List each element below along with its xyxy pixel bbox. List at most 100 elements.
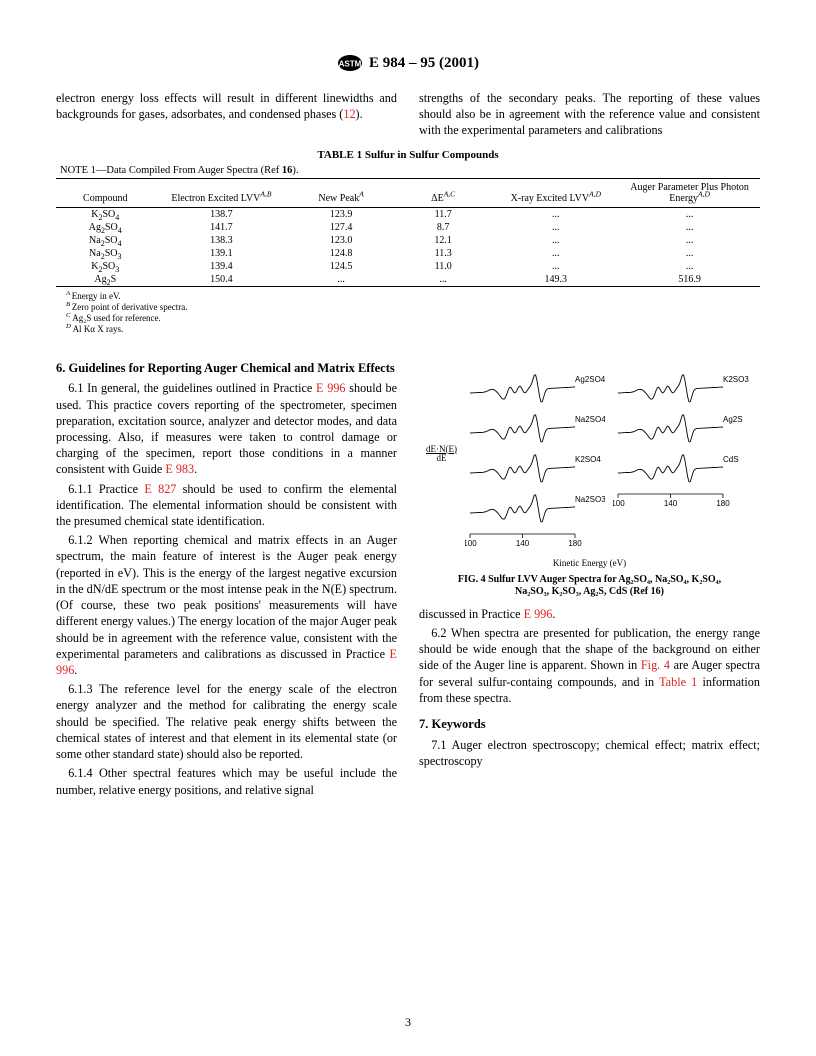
- table-cell: ...: [619, 221, 760, 234]
- para-6-1: 6.1 In general, the guidelines outlined …: [56, 380, 397, 477]
- table-cell: K2SO4: [56, 207, 155, 221]
- section-6-title: 6. Guidelines for Reporting Auger Chemic…: [56, 360, 397, 377]
- table-header-row: Compound Electron Excited LVVA,B New Pea…: [56, 178, 760, 207]
- table-row: Na2SO3139.1124.811.3......: [56, 247, 760, 260]
- chart-right-panel: K2SO3 Ag2S CdS 100 140 180: [613, 350, 753, 558]
- svg-text:140: 140: [664, 499, 678, 508]
- para-6-1-1: 6.1.1 Practice E 827 should be used to c…: [56, 481, 397, 530]
- th-new-peak: New PeakA: [288, 178, 394, 207]
- table-cell: ...: [619, 260, 760, 273]
- link-e983[interactable]: E 983: [165, 462, 194, 476]
- table-row: K2SO4138.7123.911.7......: [56, 207, 760, 221]
- table-cell: 139.4: [155, 260, 289, 273]
- th-auger-param: Auger Parameter Plus Photon EnergyA,D: [619, 178, 760, 207]
- para-6-2: 6.2 When spectra are presented for publi…: [419, 625, 760, 706]
- para-6-1-3: 6.1.3 The reference level for the energy…: [56, 681, 397, 762]
- data-table: Compound Electron Excited LVVA,B New Pea…: [56, 178, 760, 287]
- svg-text:Ag2S: Ag2S: [723, 415, 743, 424]
- table-note-label: NOTE 1—: [60, 165, 106, 176]
- table-cell: 8.7: [394, 221, 493, 234]
- para-6-1-2: 6.1.2 When reporting chemical and matrix…: [56, 532, 397, 678]
- table-1: TABLE 1 Sulfur in Sulfur Compounds NOTE …: [56, 149, 760, 336]
- svg-text:140: 140: [516, 539, 530, 548]
- th-xray-lvv: X-ray Excited LVVA,D: [492, 178, 619, 207]
- table-cell: ...: [492, 234, 619, 247]
- table-cell: ...: [492, 260, 619, 273]
- table-cell: 11.7: [394, 207, 493, 221]
- page-header: ASTM E 984 – 95 (2001): [56, 54, 760, 72]
- intro-para-left: electron energy loss effects will result…: [56, 90, 397, 122]
- table-1-title: TABLE 1 Sulfur in Sulfur Compounds: [56, 149, 760, 161]
- link-table-1[interactable]: Table 1: [659, 675, 697, 689]
- footnote-d: D Al Kα X rays.: [66, 324, 760, 335]
- ref-12-link[interactable]: 12: [343, 107, 355, 121]
- table-cell: 141.7: [155, 221, 289, 234]
- table-row: Na2SO4138.3123.012.1......: [56, 234, 760, 247]
- link-fig-4[interactable]: Fig. 4: [641, 658, 670, 672]
- table-cell: K2SO3: [56, 260, 155, 273]
- link-e827[interactable]: E 827: [144, 482, 176, 496]
- svg-text:Na2SO4: Na2SO4: [575, 415, 605, 424]
- svg-text:180: 180: [716, 499, 730, 508]
- chart-left-panel: Ag2SO4Na2SO4K2SO4Na2SO3100140180: [465, 350, 605, 558]
- footnote-b: B Zero point of derivative spectra.: [66, 302, 760, 313]
- table-1-note: NOTE 1—Data Compiled From Auger Spectra …: [60, 165, 760, 176]
- table-row: Ag2S150.4......149.3516.9: [56, 273, 760, 287]
- footnote-a: A Energy in eV.: [66, 291, 760, 302]
- para-6-1-4: 6.1.4 Other spectral features which may …: [56, 765, 397, 797]
- table-cell: ...: [492, 207, 619, 221]
- table-cell: 149.3: [492, 273, 619, 287]
- svg-text:CdS: CdS: [723, 455, 739, 464]
- table-cell: ...: [619, 207, 760, 221]
- table-row: K2SO3139.4124.511.0......: [56, 260, 760, 273]
- table-cell: 12.1: [394, 234, 493, 247]
- table-cell: 124.5: [288, 260, 394, 273]
- table-cell: 11.0: [394, 260, 493, 273]
- svg-text:Na2SO3: Na2SO3: [575, 495, 605, 504]
- fig-y-axis-label: dE·N(E)dE: [426, 445, 457, 463]
- table-cell: 124.8: [288, 247, 394, 260]
- table-cell: 138.3: [155, 234, 289, 247]
- th-electron-lvv: Electron Excited LVVA,B: [155, 178, 289, 207]
- footnote-c: C Ag₂S used for reference.: [66, 313, 760, 324]
- table-cell: ...: [492, 247, 619, 260]
- intro-left-tail: ).: [356, 107, 363, 121]
- figure-4: dE·N(E)dE Ag2SO4 Na2SO4 K2SO4 Na2SO3 100 140 1…: [419, 350, 760, 598]
- svg-text:100: 100: [465, 539, 477, 548]
- body-columns: 6. Guidelines for Reporting Auger Chemic…: [56, 350, 760, 798]
- standard-number: E 984 – 95 (2001): [369, 55, 479, 72]
- intro-para-right: strengths of the secondary peaks. The re…: [419, 90, 760, 139]
- figure-4-caption: FIG. 4 Sulfur LVV Auger Spectra for Ag₂S…: [419, 574, 760, 598]
- para-7-1: 7.1 Auger electron spectroscopy; chemica…: [419, 737, 760, 769]
- table-cell: Ag2S: [56, 273, 155, 287]
- table-cell: 150.4: [155, 273, 289, 287]
- link-e996-a[interactable]: E 996: [316, 381, 345, 395]
- th-compound: Compound: [56, 178, 155, 207]
- table-cell: 127.4: [288, 221, 394, 234]
- table-cell: ...: [492, 221, 619, 234]
- table-cell: Ag2SO4: [56, 221, 155, 234]
- table-cell: Na2SO3: [56, 247, 155, 260]
- table-footnotes: A Energy in eV. B Zero point of derivati…: [56, 291, 760, 336]
- table-note-ref: 16: [282, 165, 293, 176]
- table-cell: 123.9: [288, 207, 394, 221]
- svg-text:100: 100: [613, 499, 625, 508]
- fig-x-axis-label: Kinetic Energy (eV): [419, 558, 760, 570]
- svg-text:K2SO3: K2SO3: [723, 375, 749, 384]
- link-e996-c[interactable]: E 996: [524, 607, 553, 621]
- table-cell: 138.7: [155, 207, 289, 221]
- table-cell: 139.1: [155, 247, 289, 260]
- para-6-1-4-cont: discussed in Practice E 996.: [419, 606, 760, 622]
- astm-logo-icon: ASTM: [337, 54, 363, 72]
- table-cell: Na2SO4: [56, 234, 155, 247]
- table-cell: ...: [619, 234, 760, 247]
- th-delta-e: ΔEA,C: [394, 178, 493, 207]
- svg-text:K2SO4: K2SO4: [575, 455, 601, 464]
- section-7-title: 7. Keywords: [419, 716, 760, 733]
- table-cell: ...: [288, 273, 394, 287]
- svg-text:Ag2SO4: Ag2SO4: [575, 375, 605, 384]
- table-note-text: Data Compiled From Auger Spectra (Ref: [106, 165, 282, 176]
- table-cell: ...: [619, 247, 760, 260]
- svg-text:ASTM: ASTM: [339, 60, 362, 69]
- intro-columns: electron energy loss effects will result…: [56, 90, 760, 139]
